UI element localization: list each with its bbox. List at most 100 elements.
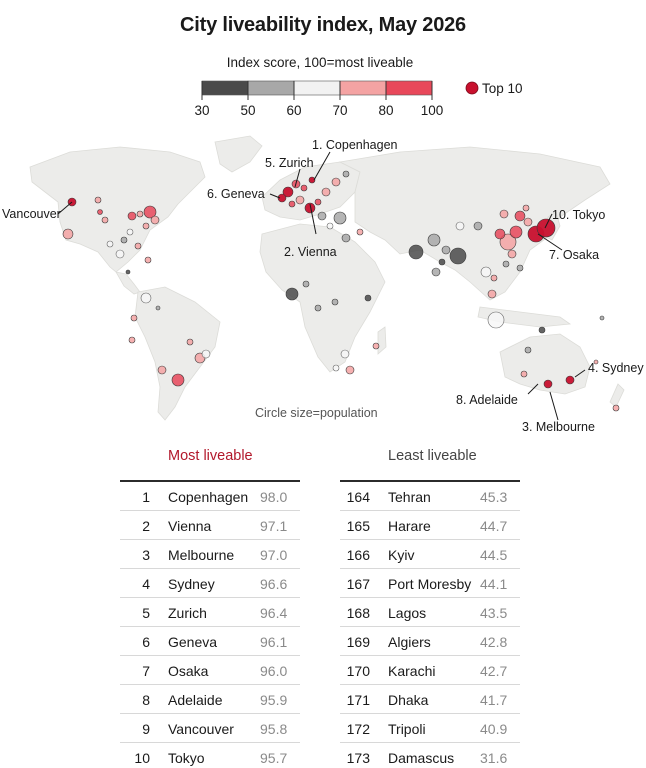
city-cell: Dhaka xyxy=(388,692,429,708)
score-cell: 42.7 xyxy=(480,663,508,679)
color-legend: 30 50 60 70 80 100 Top 10 xyxy=(194,80,523,118)
city-dot xyxy=(543,379,553,389)
city-cell: Copenhagen xyxy=(168,489,249,505)
chart-title: City liveability index, May 2026 xyxy=(180,14,466,36)
table-row: 4 Sydney 96.6 xyxy=(120,569,300,598)
least-liveable-heading: Least liveable xyxy=(388,448,477,464)
rank-cell: 1 xyxy=(142,489,150,505)
city-cell: Zurich xyxy=(168,605,207,621)
city-dot xyxy=(136,210,144,218)
rank-cell: 169 xyxy=(346,634,370,650)
label-geneva: 6. Geneva xyxy=(207,187,265,201)
rank-cell: 165 xyxy=(346,518,370,534)
score-cell: 96.1 xyxy=(260,634,288,650)
city-cell: Adelaide xyxy=(168,692,223,708)
table-row: 9 Vancouver 95.8 xyxy=(120,714,300,743)
city-dot xyxy=(308,176,316,184)
legend-swatch xyxy=(293,80,341,96)
table-row: 2 Vienna 97.1 xyxy=(120,511,300,540)
rank-cell: 168 xyxy=(346,605,370,621)
city-dot xyxy=(331,177,341,187)
city-cell: Vancouver xyxy=(168,721,234,737)
legend-tick-label: 70 xyxy=(332,103,347,118)
city-cell: Tripoli xyxy=(388,721,426,737)
label-sydney: 4. Sydney xyxy=(588,361,644,375)
city-dot xyxy=(524,346,532,354)
rank-cell: 166 xyxy=(346,547,370,563)
city-dot xyxy=(142,222,150,230)
legend-swatch xyxy=(385,80,433,96)
city-dot xyxy=(302,280,310,288)
city-dot xyxy=(509,225,523,239)
city-dot xyxy=(499,233,517,251)
label-vancouver: Vancouver xyxy=(2,207,61,221)
score-cell: 96.4 xyxy=(260,605,288,621)
legend-tick-label: 100 xyxy=(421,103,444,118)
city-dot xyxy=(356,228,364,236)
city-dot xyxy=(277,193,287,203)
city-dot xyxy=(140,292,152,304)
table-row: 165 Harare 44.7 xyxy=(340,511,520,540)
score-cell: 98.0 xyxy=(260,489,288,505)
city-cell: Sydney xyxy=(168,576,215,592)
city-dot xyxy=(345,365,355,375)
score-cell: 95.9 xyxy=(260,692,288,708)
city-dot xyxy=(171,373,185,387)
city-dot xyxy=(317,211,327,221)
legend-swatch xyxy=(247,80,295,96)
city-dot xyxy=(125,269,131,275)
leader-lines xyxy=(57,151,586,421)
city-dot xyxy=(431,267,441,277)
city-dot xyxy=(490,274,498,282)
city-dot xyxy=(126,228,134,236)
table-row: 164 Tehran 45.3 xyxy=(340,482,520,511)
rank-cell: 6 xyxy=(142,634,150,650)
score-cell: 44.5 xyxy=(480,547,508,563)
city-dot xyxy=(520,370,528,378)
city-dot xyxy=(372,342,380,350)
table-row: 1 Copenhagen 98.0 xyxy=(120,482,300,511)
city-cell: Kyiv xyxy=(388,547,415,563)
city-dot xyxy=(507,249,517,259)
city-dot xyxy=(62,228,74,240)
greenland-shape xyxy=(214,135,263,173)
label-vienna: 2. Vienna xyxy=(284,245,337,259)
city-dot xyxy=(94,196,102,204)
city-dot xyxy=(288,200,296,208)
score-cell: 31.6 xyxy=(480,750,508,766)
city-dot xyxy=(449,247,467,265)
city-dot xyxy=(128,336,136,344)
legend-tick-label: 50 xyxy=(240,103,255,118)
table-row: 8 Adelaide 95.9 xyxy=(120,685,300,714)
city-dot xyxy=(97,209,103,215)
city-dot xyxy=(130,314,138,322)
table-row: 173 Damascus 31.6 xyxy=(340,743,520,768)
city-dot xyxy=(538,326,546,334)
rank-cell: 164 xyxy=(346,489,370,505)
score-cell: 96.6 xyxy=(260,576,288,592)
legend-tick-label: 30 xyxy=(194,103,209,118)
city-dot xyxy=(326,222,334,230)
table-row: 172 Tripoli 40.9 xyxy=(340,714,520,743)
table-row: 169 Algiers 42.8 xyxy=(340,627,520,656)
score-cell: 44.7 xyxy=(480,518,508,534)
city-dot xyxy=(331,298,339,306)
city-dot xyxy=(201,349,211,359)
city-cell: Tehran xyxy=(388,489,431,505)
rank-cell: 167 xyxy=(346,576,370,592)
city-dot xyxy=(321,187,331,197)
city-dot xyxy=(536,218,556,238)
legend-tick-label: 60 xyxy=(286,103,301,118)
table-row: 168 Lagos 43.5 xyxy=(340,598,520,627)
europe-shape xyxy=(261,161,361,221)
score-cell: 41.7 xyxy=(480,692,508,708)
city-dot xyxy=(120,236,128,244)
land-masses xyxy=(29,135,625,421)
city-dot xyxy=(514,210,526,222)
label-melbourne: 3. Melbourne xyxy=(522,420,595,434)
city-dot xyxy=(502,260,510,268)
city-dot xyxy=(155,305,161,311)
city-cell: Osaka xyxy=(168,663,209,679)
label-adelaide: 8. Adelaide xyxy=(456,393,518,407)
top10-legend-label: Top 10 xyxy=(482,81,523,96)
